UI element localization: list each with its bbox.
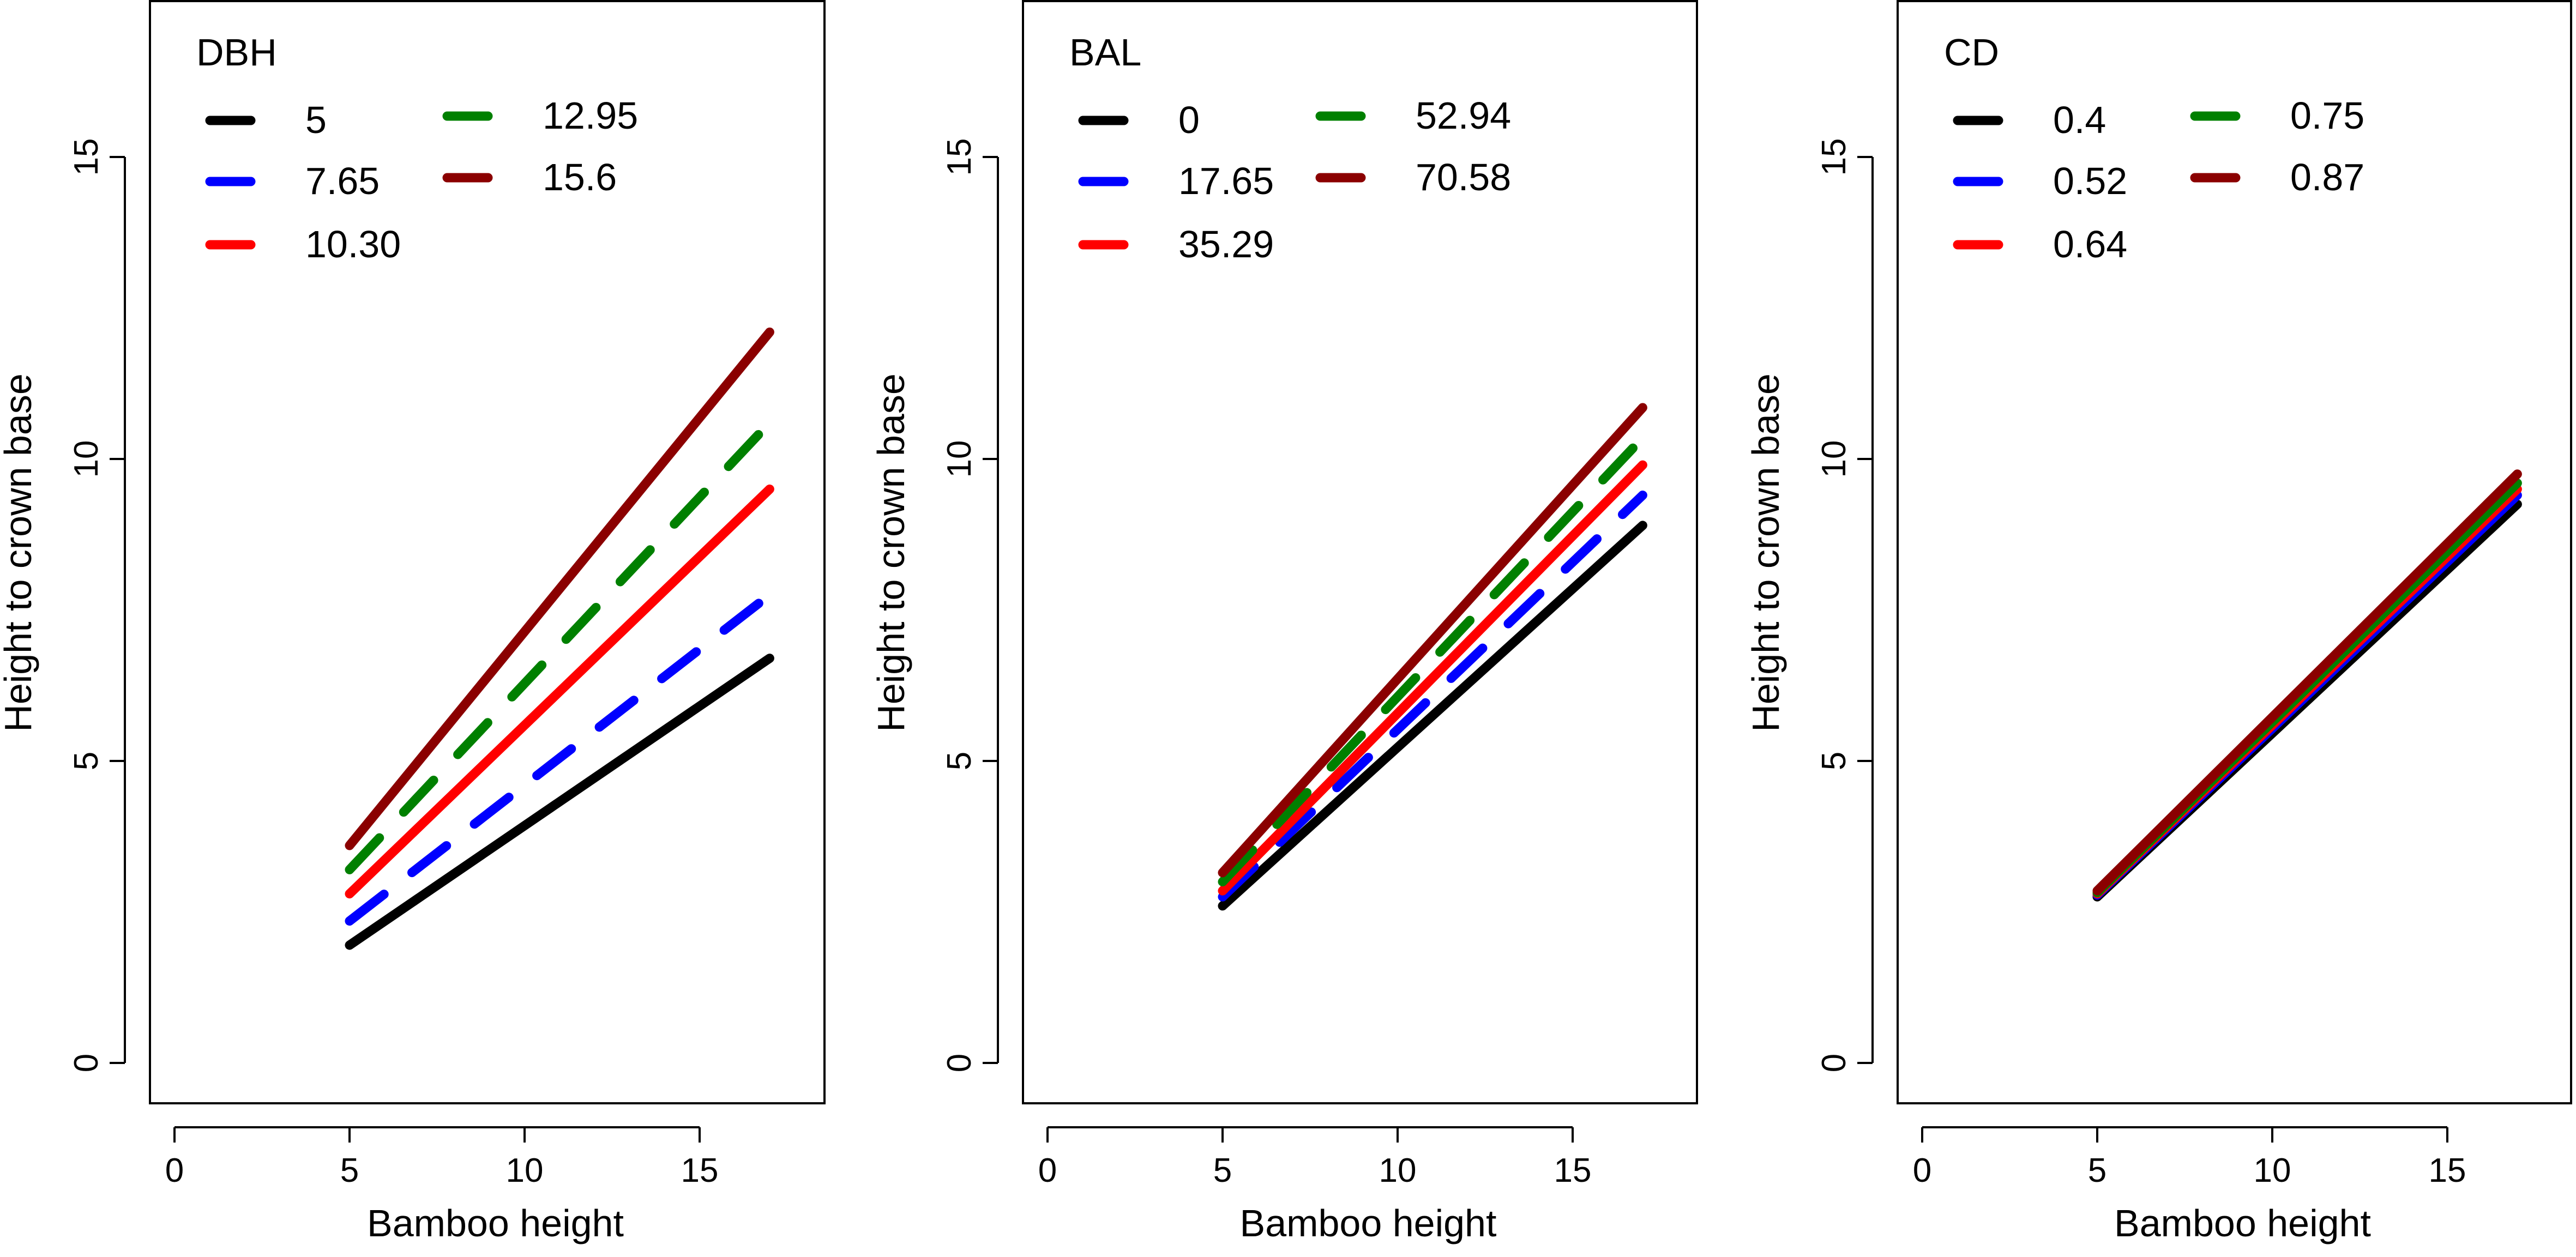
legend-label: 17.65 <box>1178 160 1274 202</box>
legend-label: 70.58 <box>1416 156 1511 198</box>
y-tick-label: 0 <box>68 1054 105 1072</box>
legend-title: CD <box>1944 31 1999 74</box>
x-axis: 0 5 10 15 <box>1913 1126 2466 1189</box>
y-axis-label: Height to crown base <box>0 373 39 732</box>
legend-label: 52.94 <box>1416 94 1511 137</box>
y-axis-label: Height to crown base <box>1744 373 1787 732</box>
x-tick-label: 0 <box>1913 1152 1931 1189</box>
series-line-0 <box>1218 521 1647 911</box>
x-tick-label: 15 <box>1554 1152 1592 1189</box>
legend-label: 10.30 <box>305 223 401 265</box>
legend-label: 15.6 <box>543 156 617 198</box>
plot-frame <box>149 0 826 1104</box>
series-line-0.87 <box>2092 469 2522 896</box>
x-tick-label: 10 <box>1379 1152 1417 1189</box>
x-tick-label: 0 <box>1038 1152 1057 1189</box>
legend-label: 0.52 <box>2053 160 2127 202</box>
legend: DBH 5 7.65 10.30 12.95 15.6 <box>196 31 638 265</box>
y-axis: 0 5 10 15 <box>68 138 126 1072</box>
x-tick-label: 15 <box>681 1152 719 1189</box>
chart-panel-1: 0 5 10 15 0 5 10 15 Bamboo height Height to crown… <box>0 0 826 1244</box>
x-tick-label: 10 <box>506 1152 544 1189</box>
legend-label: 0.4 <box>2053 99 2106 141</box>
chart-panel-3: 0 5 10 15 0 5 10 15 Bamboo height Height to crown… <box>1744 0 2572 1244</box>
y-tick-label: 15 <box>1815 138 1853 176</box>
legend-label: 0.75 <box>2290 94 2364 137</box>
x-tick-label: 5 <box>340 1152 359 1189</box>
y-tick-label: 0 <box>1815 1054 1853 1072</box>
legend-label: 7.65 <box>305 160 380 202</box>
legend-label: 0.87 <box>2290 156 2364 198</box>
series-line-12.95 <box>345 418 774 874</box>
y-tick-label: 10 <box>68 440 105 478</box>
series-lines <box>345 327 774 950</box>
legend-title: BAL <box>1069 31 1141 74</box>
series-line-70.58 <box>1218 403 1647 878</box>
x-tick-label: 15 <box>2429 1152 2466 1189</box>
x-axis: 0 5 10 15 <box>165 1126 719 1189</box>
series-line-5 <box>345 654 774 950</box>
y-tick-label: 10 <box>941 440 978 478</box>
legend-label: 0.64 <box>2053 223 2127 265</box>
x-axis-label: Bamboo height <box>1240 1202 1497 1244</box>
series-lines <box>2092 469 2522 902</box>
series-line-10.30 <box>345 484 774 899</box>
x-axis-label: Bamboo height <box>2114 1202 2371 1244</box>
y-axis-label: Height to crown base <box>870 373 912 732</box>
x-tick-label: 5 <box>2088 1152 2106 1189</box>
legend-label: 5 <box>305 99 327 141</box>
legend-label: 35.29 <box>1178 223 1274 265</box>
series-line-17.65 <box>1218 490 1647 902</box>
legend-label: 0 <box>1178 99 1200 141</box>
x-axis-label: Bamboo height <box>367 1202 624 1244</box>
series-line-52.94 <box>1218 433 1647 887</box>
y-axis: 0 5 10 15 <box>941 138 999 1072</box>
plot-frame <box>1897 0 2572 1104</box>
y-tick-label: 10 <box>1815 440 1853 478</box>
y-tick-label: 5 <box>1815 752 1853 770</box>
x-tick-label: 10 <box>2254 1152 2291 1189</box>
legend-label: 12.95 <box>543 94 638 137</box>
series-line-35.29 <box>1218 460 1647 896</box>
legend-title: DBH <box>196 31 277 74</box>
y-tick-label: 15 <box>941 138 978 176</box>
legend: CD 0.4 0.52 0.64 0.75 0.87 <box>1944 31 2364 265</box>
y-tick-label: 0 <box>941 1054 978 1072</box>
series-line-15.6 <box>345 327 774 850</box>
y-axis: 0 5 10 15 <box>1815 138 1874 1072</box>
series-line-7.65 <box>345 590 774 926</box>
y-tick-label: 15 <box>68 138 105 176</box>
x-tick-label: 0 <box>165 1152 184 1189</box>
x-axis: 0 5 10 15 <box>1038 1126 1592 1189</box>
plot-frame <box>1022 0 1698 1104</box>
series-lines <box>1218 403 1647 911</box>
x-tick-label: 5 <box>1213 1152 1232 1189</box>
legend: BAL 0 17.65 35.29 52.94 70.58 <box>1069 31 1511 265</box>
chart-panel-2: 0 5 10 15 0 5 10 15 Bamboo height Height to crown… <box>870 0 1698 1244</box>
y-tick-label: 5 <box>941 752 978 770</box>
y-tick-label: 5 <box>68 752 105 770</box>
